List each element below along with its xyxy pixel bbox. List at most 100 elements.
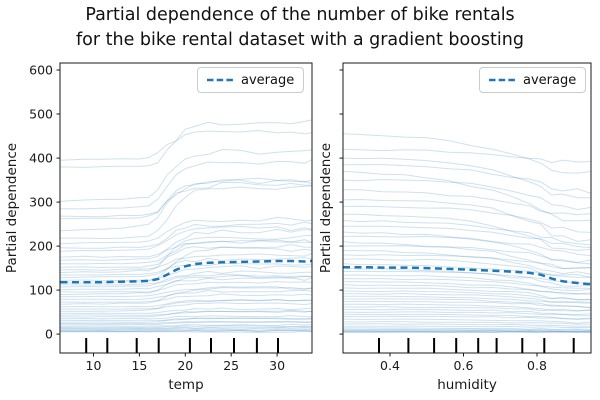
- ice-line: [343, 241, 591, 270]
- ice-line: [60, 309, 312, 318]
- ice-line: [343, 311, 591, 317]
- x-axis-temp: 10 15 20 25 30 temp: [86, 353, 285, 393]
- ice-line: [343, 306, 591, 312]
- ice-line: [343, 281, 591, 295]
- ice-line: [60, 274, 312, 295]
- ice-line: [60, 326, 312, 330]
- ice-line: [60, 185, 312, 240]
- average-line-dash-icon: [489, 78, 515, 82]
- x-axis-label: temp: [168, 377, 203, 393]
- ice-line: [343, 245, 591, 264]
- ice-line: [60, 298, 312, 312]
- ice-line: [60, 221, 312, 249]
- x-tick-label: 0.4: [380, 358, 400, 373]
- y-axis-label: Partial dependence: [318, 143, 334, 273]
- ice-line: [343, 267, 591, 287]
- y-tick-label: 0: [45, 327, 53, 342]
- decile-rug-humidity: [378, 338, 575, 353]
- ice-line: [60, 307, 312, 315]
- ice-line: [60, 273, 312, 288]
- legend-right: average: [479, 67, 587, 93]
- ice-line: [343, 331, 591, 334]
- ice-line: [343, 270, 591, 284]
- ice-line: [60, 323, 312, 327]
- ice-line: [60, 293, 312, 303]
- y-tick-label: 100: [29, 283, 53, 298]
- ice-line: [343, 313, 591, 320]
- ice-line: [343, 330, 591, 333]
- ice-line: [343, 329, 591, 332]
- ice-line: [60, 148, 312, 202]
- ice-line: [60, 317, 312, 323]
- ice-line: [343, 328, 591, 332]
- ice-line: [343, 205, 591, 233]
- legend-left: average: [197, 67, 305, 93]
- x-tick-label: 15: [131, 358, 147, 373]
- x-tick-label: 30: [269, 358, 285, 373]
- ice-line: [60, 159, 312, 210]
- ice-line: [343, 164, 591, 194]
- ice-line: [60, 235, 312, 273]
- ice-line: [343, 323, 591, 327]
- ice-line: [60, 310, 312, 316]
- ice-lines-humidity: [343, 133, 591, 334]
- ice-line: [60, 320, 312, 325]
- ice-line: [60, 257, 312, 276]
- ice-line: [60, 270, 312, 286]
- y-tick-label: 500: [29, 107, 53, 122]
- ice-line: [343, 263, 591, 279]
- ice-line: [60, 225, 312, 252]
- ice-line: [60, 286, 312, 298]
- ice-line: [60, 119, 312, 168]
- ice-line: [60, 302, 312, 310]
- ice-line: [343, 284, 591, 295]
- ice-line: [60, 239, 312, 265]
- axes-frame: [342, 62, 592, 354]
- ice-line: [343, 278, 591, 289]
- ice-line: [60, 325, 312, 329]
- ice-line: [60, 181, 312, 232]
- x-tick-label: 0.6: [454, 358, 474, 373]
- ice-line: [343, 170, 591, 222]
- ice-line: [60, 289, 312, 300]
- ice-line: [343, 225, 591, 249]
- ice-line: [60, 129, 312, 161]
- ice-line: [60, 329, 312, 332]
- ice-line: [343, 331, 591, 334]
- ice-line: [343, 250, 591, 275]
- ice-line: [343, 178, 591, 211]
- chart-title: Partial dependence of the number of bike…: [0, 3, 600, 53]
- ice-line: [343, 274, 591, 292]
- ice-line: [343, 318, 591, 324]
- axes-frame: [59, 62, 313, 354]
- ice-line: [343, 258, 591, 278]
- legend-label: average: [241, 72, 295, 88]
- chart-title-line2: for the bike rental dataset with a gradi…: [76, 30, 524, 50]
- y-tick-label: 300: [29, 195, 53, 210]
- ice-line: [343, 330, 591, 333]
- ice-line: [343, 325, 591, 328]
- x-tick-label: 10: [86, 358, 102, 373]
- ice-line: [60, 330, 312, 333]
- y-axis: 0 100 200 300 400 500 600 Partial dependence: [4, 63, 60, 342]
- ice-line: [343, 213, 591, 251]
- x-tick-label: 20: [177, 358, 193, 373]
- ice-line: [60, 179, 312, 220]
- x-tick-label: 25: [223, 358, 239, 373]
- ice-line: [343, 254, 591, 269]
- ice-line: [343, 235, 591, 257]
- ice-line: [343, 220, 591, 246]
- ice-line: [343, 301, 591, 309]
- ice-line: [60, 228, 312, 258]
- ice-line: [343, 298, 591, 308]
- ice-line: [60, 327, 312, 330]
- ice-line: [343, 321, 591, 325]
- y-tick-label: 200: [29, 239, 53, 254]
- x-tick-label: 0.8: [527, 358, 547, 373]
- ice-line: [60, 244, 312, 269]
- chart-title-line1: Partial dependence of the number of bike…: [85, 5, 515, 25]
- ice-line: [60, 277, 312, 291]
- y-tick-label: 400: [29, 151, 53, 166]
- ice-line: [60, 239, 312, 261]
